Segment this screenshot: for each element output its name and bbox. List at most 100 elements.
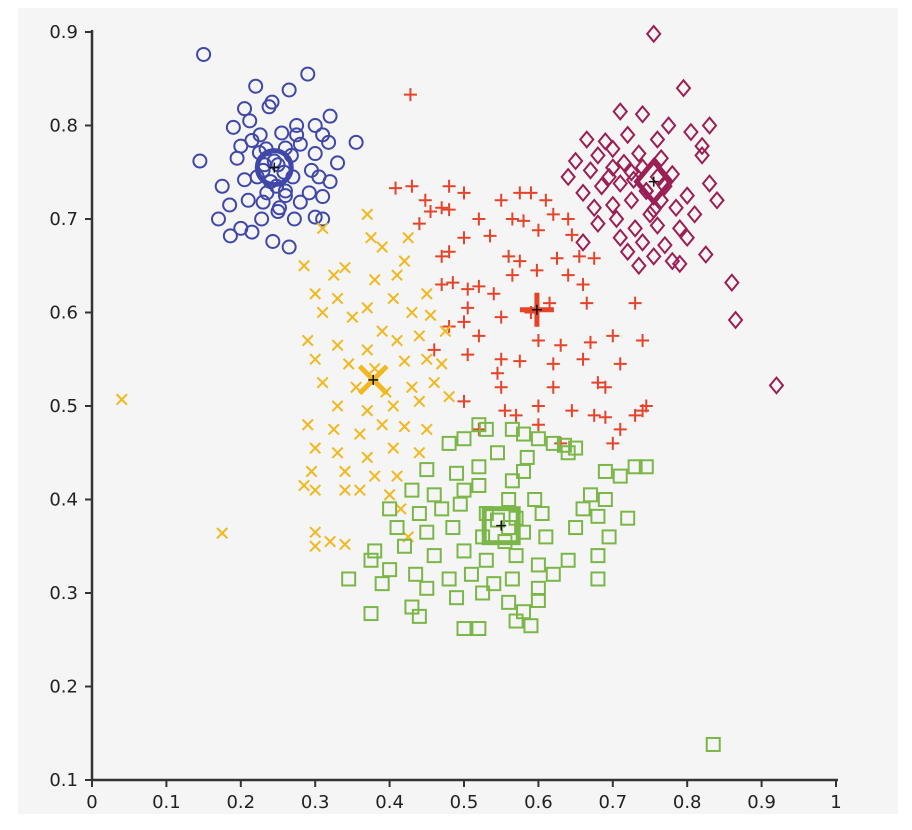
y-tick-label: 0.1 [49, 770, 78, 791]
data-point [289, 118, 305, 133]
data-point [612, 102, 629, 121]
data-point [376, 325, 389, 338]
data-point [383, 488, 396, 501]
data-point [694, 146, 710, 165]
data-point [575, 183, 591, 203]
centroid-center [269, 162, 280, 173]
data-point [391, 334, 403, 347]
data-point [419, 580, 435, 596]
data-point [441, 571, 457, 587]
data-point [631, 144, 647, 163]
data-point [307, 118, 323, 133]
data-point [606, 329, 620, 343]
data-point [445, 520, 461, 536]
data-point [457, 315, 471, 329]
x-tick-label: 0.3 [301, 792, 330, 813]
data-point [494, 310, 508, 324]
centroid-center [368, 374, 379, 385]
y-tick-label: 0.6 [49, 303, 78, 324]
data-point [546, 357, 560, 371]
data-point [590, 146, 606, 165]
data-point [463, 566, 479, 582]
data-point [331, 400, 344, 412]
data-point [301, 418, 314, 431]
data-point [471, 477, 487, 493]
data-point [456, 543, 472, 559]
y-tick-label: 0.8 [49, 116, 78, 137]
data-point [524, 186, 538, 200]
data-point [472, 212, 486, 226]
data-point [587, 251, 601, 265]
x-tick-label: 1 [830, 792, 841, 813]
data-point [478, 421, 494, 437]
data-point [327, 269, 340, 282]
data-point [561, 212, 575, 226]
data-point [274, 125, 290, 141]
data-point [705, 736, 721, 752]
data-point [331, 339, 344, 352]
data-point [353, 428, 366, 440]
data-point [382, 501, 398, 517]
data-point [509, 408, 523, 422]
data-point [546, 207, 560, 221]
data-point [435, 201, 449, 215]
data-point [539, 193, 553, 207]
data-point [487, 287, 501, 301]
data-point [309, 353, 322, 366]
data-point [498, 404, 512, 418]
data-point [583, 335, 597, 349]
x-tick-label: 0.4 [375, 792, 404, 813]
data-point [560, 552, 576, 568]
data-point [576, 277, 590, 291]
data-point [292, 194, 308, 210]
data-point [298, 259, 310, 272]
data-point [420, 287, 433, 300]
data-point [619, 125, 636, 145]
y-tick-label: 0.9 [49, 22, 78, 43]
data-point [505, 212, 519, 226]
data-point [523, 618, 539, 634]
data-point [591, 376, 605, 390]
data-point [612, 228, 629, 248]
data-point [504, 421, 520, 437]
data-point [565, 404, 579, 418]
data-point [572, 249, 586, 263]
data-point [412, 217, 426, 231]
data-point [376, 241, 389, 253]
data-point [593, 176, 610, 196]
data-point [457, 186, 471, 200]
data-point [494, 380, 508, 394]
data-point [382, 562, 398, 578]
y-tick-label: 0.3 [49, 583, 78, 604]
data-point [331, 446, 344, 459]
data-point [391, 470, 403, 483]
y-tick-label: 0.5 [49, 396, 78, 417]
centroid-marker [481, 506, 521, 546]
data-point [597, 463, 613, 479]
data-point [486, 576, 502, 592]
data-point [277, 188, 293, 204]
data-point [598, 380, 612, 394]
data-point [505, 268, 519, 282]
series-plus [389, 88, 653, 450]
data-point [301, 334, 314, 347]
data-point [248, 78, 264, 94]
data-point [550, 251, 564, 265]
data-point [642, 204, 658, 224]
data-point [240, 192, 256, 208]
series-x [115, 208, 456, 553]
data-point [604, 195, 621, 215]
data-point [439, 325, 452, 338]
data-point [403, 88, 417, 102]
data-point [327, 423, 340, 436]
data-point [519, 449, 535, 465]
data-point [387, 442, 400, 454]
data-point [292, 136, 308, 152]
data-point [402, 231, 415, 244]
data-point [346, 311, 359, 324]
data-point [471, 459, 487, 475]
data-point [675, 78, 692, 98]
data-point [413, 446, 426, 459]
data-point [616, 153, 632, 173]
